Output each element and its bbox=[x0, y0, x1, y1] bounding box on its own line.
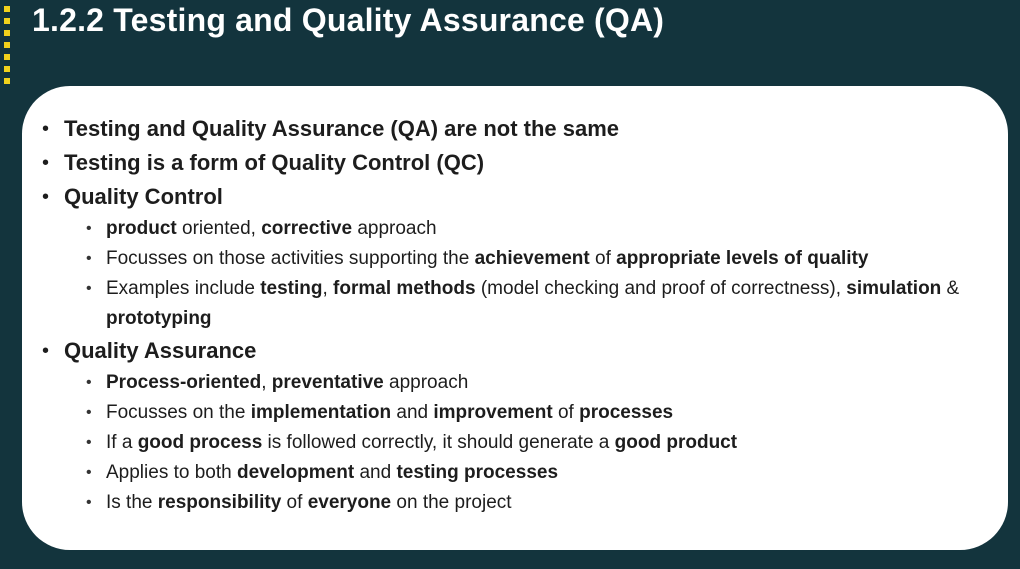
text: Is the bbox=[106, 492, 158, 513]
decorative-square bbox=[4, 18, 10, 24]
emphasis: Process-oriented bbox=[106, 372, 262, 393]
text: Applies to both bbox=[106, 462, 237, 483]
emphasis: development bbox=[236, 462, 355, 483]
emphasis: formal methods bbox=[333, 278, 476, 299]
text: Focusses on those activities supporting … bbox=[106, 248, 475, 269]
emphasis: appropriate levels of quality bbox=[616, 248, 869, 269]
text: , bbox=[322, 278, 334, 299]
main-bullet-list: Testing and Quality Assurance (QA) are n… bbox=[22, 112, 1008, 518]
content-card: Testing and Quality Assurance (QA) are n… bbox=[22, 86, 1008, 550]
sub-bullet-item: Is the responsibility of everyone on the… bbox=[66, 488, 976, 518]
text: is followed correctly, it should generat… bbox=[262, 432, 615, 453]
emphasis: achievement bbox=[474, 248, 590, 269]
emphasis: corrective bbox=[261, 218, 353, 239]
decorative-square bbox=[4, 6, 10, 12]
emphasis: product bbox=[106, 218, 177, 239]
text: of bbox=[589, 248, 617, 269]
emphasis: simulation bbox=[846, 278, 942, 299]
decorative-square bbox=[4, 66, 10, 72]
sub-bullet-item: product oriented, corrective approach bbox=[66, 214, 976, 244]
sub-bullet-item: Focusses on the implementation and impro… bbox=[66, 398, 976, 428]
sub-bullet-item: Examples include testing, formal methods… bbox=[66, 274, 976, 334]
text: of bbox=[552, 402, 580, 423]
emphasis: processes bbox=[579, 402, 674, 423]
bullet-item: Testing is a form of Quality Control (QC… bbox=[22, 146, 1008, 180]
text: and bbox=[391, 402, 434, 423]
text: and bbox=[354, 462, 397, 483]
text: on the project bbox=[391, 492, 512, 513]
emphasis: responsibility bbox=[157, 492, 282, 513]
text: If a bbox=[106, 432, 138, 453]
emphasis: improvement bbox=[433, 402, 553, 423]
emphasis: good product bbox=[614, 432, 738, 453]
emphasis: testing bbox=[260, 278, 323, 299]
bullet-item-quality-control: Quality Control product oriented, correc… bbox=[22, 180, 1008, 334]
decorative-square bbox=[4, 78, 10, 84]
bullet-item: Testing and Quality Assurance (QA) are n… bbox=[22, 112, 1008, 146]
sub-bullet-item: Focusses on those activities supporting … bbox=[66, 244, 976, 274]
slide-title: 1.2.2 Testing and Quality Assurance (QA) bbox=[32, 2, 665, 38]
text: & bbox=[941, 278, 960, 299]
text: of bbox=[281, 492, 308, 513]
text: Examples include bbox=[106, 278, 261, 299]
bullet-heading: Quality Control bbox=[64, 184, 223, 209]
quality-control-sublist: product oriented, corrective approach Fo… bbox=[64, 214, 1008, 334]
emphasis: testing processes bbox=[396, 462, 559, 483]
emphasis: preventative bbox=[271, 372, 384, 393]
text: approach bbox=[352, 218, 437, 239]
text: (model checking and proof of correctness… bbox=[475, 278, 847, 299]
sub-bullet-item: Process-oriented, preventative approach bbox=[66, 368, 976, 398]
text: approach bbox=[383, 372, 469, 393]
emphasis: prototyping bbox=[106, 308, 212, 329]
bullet-item-quality-assurance: Quality Assurance Process-oriented, prev… bbox=[22, 334, 1008, 518]
text: , bbox=[261, 372, 272, 393]
decorative-square-column bbox=[4, 6, 12, 90]
text: Focusses on the bbox=[106, 402, 251, 423]
text: oriented, bbox=[176, 218, 262, 239]
emphasis: implementation bbox=[250, 402, 392, 423]
emphasis: everyone bbox=[307, 492, 392, 513]
decorative-square bbox=[4, 42, 10, 48]
decorative-square bbox=[4, 30, 10, 36]
emphasis: good process bbox=[137, 432, 263, 453]
quality-assurance-sublist: Process-oriented, preventative approach … bbox=[64, 368, 1008, 518]
bullet-heading: Quality Assurance bbox=[64, 338, 257, 363]
sub-bullet-item: If a good process is followed correctly,… bbox=[66, 428, 976, 458]
sub-bullet-item: Applies to both development and testing … bbox=[66, 458, 976, 488]
decorative-square bbox=[4, 54, 10, 60]
